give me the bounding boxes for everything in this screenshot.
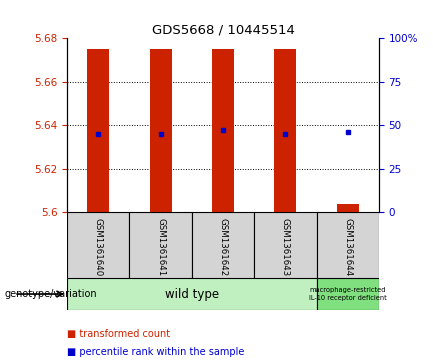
Bar <box>192 212 254 278</box>
Text: macrophage-restricted
IL-10 receptor deficient: macrophage-restricted IL-10 receptor def… <box>309 287 387 301</box>
Bar <box>150 49 171 212</box>
Title: GDS5668 / 10445514: GDS5668 / 10445514 <box>152 24 294 37</box>
Text: GSM1361641: GSM1361641 <box>156 217 165 276</box>
Text: GSM1361642: GSM1361642 <box>219 217 227 276</box>
Bar <box>254 212 317 278</box>
Text: ■ percentile rank within the sample: ■ percentile rank within the sample <box>67 347 245 357</box>
Bar <box>129 212 192 278</box>
Bar <box>212 49 234 212</box>
Bar <box>275 49 296 212</box>
Text: wild type: wild type <box>165 287 219 301</box>
Bar <box>67 278 317 310</box>
Bar <box>87 49 109 212</box>
Text: GSM1361644: GSM1361644 <box>343 217 352 276</box>
Bar <box>67 212 129 278</box>
Bar <box>317 212 379 278</box>
Text: GSM1361643: GSM1361643 <box>281 217 290 276</box>
Text: ■ transformed count: ■ transformed count <box>67 329 170 339</box>
Bar <box>337 204 359 212</box>
Text: GSM1361640: GSM1361640 <box>94 217 103 276</box>
Bar <box>317 278 379 310</box>
Text: genotype/variation: genotype/variation <box>4 289 97 299</box>
